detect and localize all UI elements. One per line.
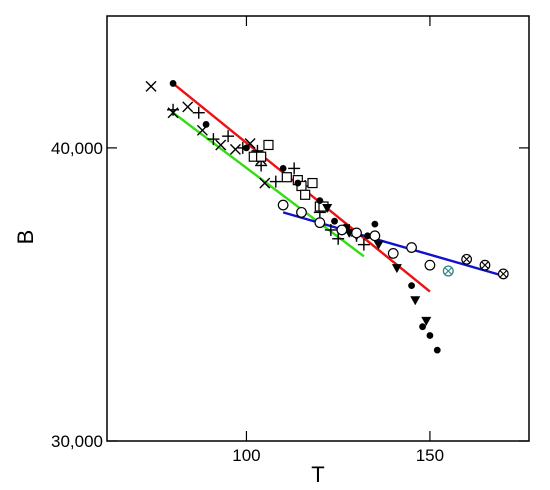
data-point-filled-triangle-down	[373, 240, 384, 250]
x-tick-label: 150	[416, 446, 444, 465]
data-point-circle-x	[497, 268, 509, 280]
data-point-filled-circle	[279, 165, 287, 172]
data-point-plus	[192, 106, 205, 119]
data-point-filled-circle	[331, 217, 338, 225]
plot-frame	[106, 15, 530, 442]
data-point-plus	[207, 133, 220, 146]
y-axis-title: B	[13, 230, 38, 245]
data-point-x	[182, 101, 194, 113]
data-point-plus	[324, 223, 337, 236]
data-point-plus	[167, 103, 180, 116]
data-point-square	[300, 189, 311, 200]
data-point-filled-circle	[202, 121, 210, 128]
data-point-square	[256, 151, 267, 162]
data-point-x	[259, 177, 271, 189]
y-tick-label: 30,000	[51, 432, 103, 451]
data-point-filled-circle	[364, 232, 371, 240]
data-point-open-circle	[369, 230, 381, 242]
data-point-square	[281, 172, 292, 183]
data-point-filled-circle	[426, 332, 434, 339]
data-point-filled-circle	[408, 282, 415, 290]
data-point-plus	[269, 175, 282, 188]
data-point-filled-triangle-down	[410, 296, 421, 306]
data-point-circle-x	[479, 259, 491, 271]
data-point-filled-circle	[243, 144, 250, 152]
data-point-x	[145, 80, 157, 92]
data-point-open-circle	[387, 248, 399, 259]
data-point-plus	[357, 238, 370, 251]
data-point-x	[215, 139, 227, 151]
fit-lines	[172, 82, 508, 293]
data-point-filled-circle	[316, 197, 324, 205]
data-point-filled-triangle-down	[421, 316, 432, 326]
data-point-plus	[332, 232, 345, 245]
data-point-square	[263, 139, 274, 151]
data-point-open-circle	[336, 224, 348, 236]
data-point-open-circle	[277, 199, 289, 211]
data-point-filled-circle	[419, 323, 426, 331]
data-point-x	[229, 143, 241, 155]
data-point-open-circle	[351, 227, 362, 239]
data-point-filled-triangle-down	[322, 203, 333, 213]
data-point-plus	[222, 130, 235, 143]
data-point-open-circle	[424, 259, 436, 271]
data-point-filled-circle	[294, 179, 302, 187]
data-point-open-circle	[406, 242, 417, 253]
data-markers	[145, 80, 509, 354]
data-point-filled-triangle-down	[391, 264, 402, 274]
data-point-circle-x	[461, 253, 473, 265]
x-axis-title: T	[311, 462, 324, 487]
data-point-circle-x	[442, 265, 454, 277]
data-point-filled-circle	[371, 220, 379, 228]
data-point-plus	[288, 162, 301, 175]
data-point-open-circle	[314, 217, 326, 229]
y-tick-label: 40,000	[51, 139, 103, 158]
x-tick-label: 100	[232, 446, 260, 465]
axis-ticks	[107, 16, 529, 442]
data-point-open-circle	[296, 206, 307, 218]
tick-labels: 100 150 30,000 40,000	[51, 139, 444, 465]
data-point-filled-circle	[433, 346, 441, 354]
data-point-filled-circle	[169, 80, 177, 87]
data-point-square	[307, 177, 318, 189]
fit-line	[172, 111, 365, 258]
